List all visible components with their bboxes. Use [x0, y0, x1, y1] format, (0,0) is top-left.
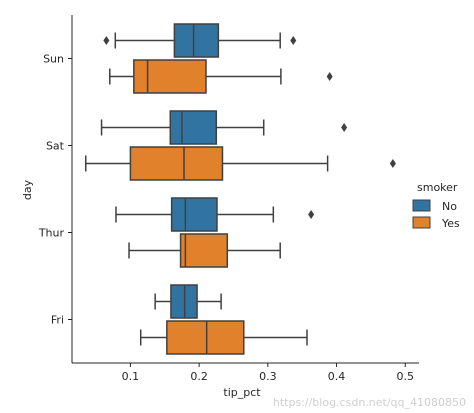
- iqr-box: [129, 146, 224, 181]
- x-tick-label: 0.2: [190, 370, 208, 383]
- x-tick-label: 0.5: [397, 370, 415, 383]
- iqr-box: [166, 320, 245, 355]
- y-tick-label: Fri: [51, 314, 64, 327]
- y-axis-title: day: [21, 179, 34, 200]
- legend-label-yes: Yes: [441, 217, 460, 230]
- box-sun-no: [103, 23, 297, 58]
- y-ticks: Sun Sat Thur Fri: [38, 53, 72, 327]
- x-ticks: 0.1 0.2 0.3 0.4 0.5: [122, 363, 414, 383]
- iqr-box: [170, 197, 218, 232]
- legend-swatch-yes: [412, 216, 431, 229]
- legend-label-no: No: [442, 200, 457, 213]
- outlier-marker: [308, 210, 315, 219]
- legend: smoker No Yes: [412, 181, 460, 230]
- box-sun-yes: [109, 59, 333, 94]
- x-tick-label: 0.1: [122, 370, 140, 383]
- box-fri-yes: [139, 320, 308, 355]
- watermark: https://blog.csdn.net/qq_41080850: [272, 396, 466, 409]
- x-tick-label: 0.4: [328, 370, 346, 383]
- y-tick-label: Sun: [43, 53, 64, 66]
- outlier-marker: [290, 36, 297, 45]
- box-thur-no: [115, 197, 315, 232]
- box-sat-no: [100, 110, 348, 145]
- outlier-marker: [341, 123, 348, 132]
- legend-swatch-no: [412, 199, 431, 212]
- iqr-box: [169, 110, 218, 145]
- outlier-marker: [326, 72, 333, 81]
- outlier-marker: [389, 159, 396, 168]
- box-thur-yes: [128, 233, 281, 268]
- x-axis-title: tip_pct: [223, 386, 261, 399]
- y-tick-label: Thur: [38, 227, 65, 240]
- iqr-box: [179, 233, 229, 268]
- box-sat-yes: [84, 146, 396, 181]
- plot-area: [84, 23, 396, 355]
- box-fri-no: [154, 284, 222, 319]
- iqr-box: [173, 23, 220, 58]
- iqr-box: [133, 59, 207, 94]
- x-tick-label: 0.3: [259, 370, 277, 383]
- axes: [71, 15, 419, 364]
- legend-title: smoker: [417, 181, 458, 194]
- y-tick-label: Sat: [46, 140, 65, 153]
- outlier-marker: [103, 36, 110, 45]
